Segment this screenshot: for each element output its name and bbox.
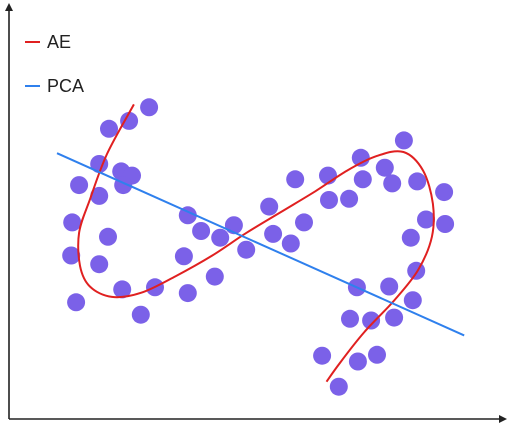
- legend-label-pca: PCA: [47, 76, 84, 96]
- scatter-point: [211, 228, 230, 247]
- scatter-point: [417, 210, 435, 229]
- scatter-point: [63, 213, 82, 232]
- scatter-point: [375, 158, 394, 177]
- scatter-point: [70, 176, 89, 195]
- scatter-point: [403, 291, 422, 310]
- scatter-points: [62, 98, 455, 396]
- series-line-pca: [56, 152, 465, 337]
- scatter-point: [329, 377, 348, 396]
- scatter-point: [408, 172, 427, 191]
- scatter-point: [286, 170, 305, 189]
- scatter-point: [362, 311, 381, 330]
- scatter-point: [385, 308, 404, 327]
- scatter-point: [401, 228, 420, 247]
- scatter-point: [436, 215, 455, 233]
- scatter-point: [394, 131, 413, 150]
- scatter-point: [264, 224, 283, 243]
- scatter-point: [237, 240, 256, 259]
- scatter-point: [90, 186, 109, 205]
- scatter-point: [131, 305, 150, 324]
- legend-label-ae: AE: [47, 32, 71, 52]
- scatter-point: [178, 284, 197, 303]
- scatter-point: [407, 261, 426, 280]
- series-line-ae: [77, 103, 435, 383]
- scatter-point: [281, 234, 300, 253]
- scatter-point: [340, 189, 359, 208]
- scatter-point: [174, 247, 193, 266]
- legend: AE PCA: [25, 32, 84, 96]
- scatter-point: [383, 174, 402, 193]
- scatter-point: [368, 345, 386, 364]
- scatter-point: [67, 293, 86, 312]
- scatter-point: [260, 197, 279, 216]
- scatter-point: [100, 119, 118, 138]
- scatter-point: [353, 170, 372, 189]
- scatter-point: [113, 280, 132, 299]
- scatter-point: [205, 267, 224, 286]
- scatter-point: [313, 346, 332, 365]
- scatter-point: [320, 191, 338, 209]
- series-lines: [56, 103, 465, 383]
- scatter-point: [120, 111, 139, 130]
- scatter-point: [62, 246, 81, 265]
- scatter-point: [295, 213, 313, 232]
- scatter-point: [348, 352, 367, 371]
- scatter-point: [351, 148, 370, 167]
- scatter-point: [99, 227, 117, 246]
- scatter-point: [380, 277, 399, 296]
- scatter-point: [341, 309, 359, 328]
- scatter-point: [90, 255, 109, 274]
- scatter-point: [192, 222, 211, 240]
- scatter-point: [140, 98, 159, 117]
- scatter-point: [435, 183, 454, 202]
